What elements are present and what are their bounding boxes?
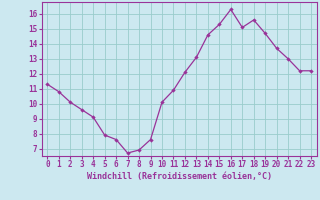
X-axis label: Windchill (Refroidissement éolien,°C): Windchill (Refroidissement éolien,°C) <box>87 172 272 181</box>
